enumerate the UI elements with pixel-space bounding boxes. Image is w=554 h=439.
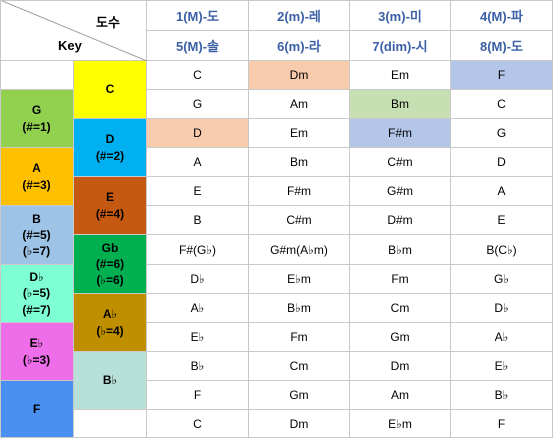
chord-cell: C (147, 61, 249, 90)
chord-cell: B(C♭) (451, 235, 553, 265)
header-degree: 3(m)-미 (350, 0, 451, 31)
key-cell: D♭ (♭=5) (#=7) (0, 265, 74, 323)
chord-cell: Em (350, 61, 451, 90)
chord-cell: Bm (350, 90, 451, 119)
header-degree: 5(M)-솔 (147, 31, 249, 61)
chord-cell: Cm (249, 352, 350, 381)
chord-cell: E♭ (451, 352, 553, 381)
chord-cell: D (147, 119, 249, 148)
chord-cell: B♭m (249, 294, 350, 323)
header-degree: 1(M)-도 (147, 0, 249, 31)
chord-cell: Am (350, 381, 451, 410)
key-cell: F (0, 381, 74, 438)
key-cell: A (#=3) (0, 148, 74, 206)
chord-cell: C#m (249, 206, 350, 235)
key-cell: D (#=2) (74, 119, 147, 177)
empty-cell (74, 410, 147, 438)
chord-cell: F (147, 381, 249, 410)
header-degree: 6(m)-라 (249, 31, 350, 61)
chord-cell: Am (249, 90, 350, 119)
chord-cell: C (451, 90, 553, 119)
chord-cell: F#m (350, 119, 451, 148)
chord-cell: E♭m (249, 265, 350, 294)
chord-cell: A (147, 148, 249, 177)
key-cell: G (#=1) (0, 90, 74, 148)
chord-cell: B♭ (451, 381, 553, 410)
chord-cell: A♭ (451, 323, 553, 352)
key-cell: B♭ (74, 352, 147, 410)
chord-cell: G (451, 119, 553, 148)
chord-cell: Dm (350, 352, 451, 381)
chord-cell: E♭ (147, 323, 249, 352)
key-cell: C (74, 61, 147, 119)
chord-cell: F (451, 61, 553, 90)
chord-cell: B♭ (147, 352, 249, 381)
chord-cell: E♭m (350, 410, 451, 438)
chord-cell: Cm (350, 294, 451, 323)
chord-cell: G♭ (451, 265, 553, 294)
header-degree: 2(m)-레 (249, 0, 350, 31)
chord-cell: B♭m (350, 235, 451, 265)
chord-cell: Bm (249, 148, 350, 177)
chord-cell: G#m(A♭m) (249, 235, 350, 265)
chord-cell: D (451, 148, 553, 177)
chord-cell: C#m (350, 148, 451, 177)
chord-cell: A♭ (147, 294, 249, 323)
chord-cell: C (147, 410, 249, 438)
chord-cell: Dm (249, 61, 350, 90)
key-cell: E♭ (♭=3) (0, 323, 74, 381)
empty-cell (0, 61, 74, 90)
chord-cell: Fm (249, 323, 350, 352)
chord-cell: Em (249, 119, 350, 148)
chord-cell: A (451, 177, 553, 206)
chord-cell: F#m (249, 177, 350, 206)
header-degree: 4(M)-파 (451, 0, 553, 31)
key-cell: E (#=4) (74, 177, 147, 235)
chord-cell: G#m (350, 177, 451, 206)
diagonal-line (0, 0, 147, 61)
key-cell: Gb (#=6) (♭=6) (74, 235, 147, 294)
chord-cell: F#(G♭) (147, 235, 249, 265)
corner-cell: 도수 Key (0, 0, 147, 61)
chord-cell: B (147, 206, 249, 235)
chord-cell: Fm (350, 265, 451, 294)
chord-cell: G (147, 90, 249, 119)
chord-cell: Dm (249, 410, 350, 438)
chord-cell: F (451, 410, 553, 438)
corner-top-label: 도수 (96, 15, 120, 30)
chord-cell: Gm (249, 381, 350, 410)
chord-cell: E (147, 177, 249, 206)
key-cell: A♭ (♭=4) (74, 294, 147, 352)
header-degree: 7(dim)-시 (350, 31, 451, 61)
key-cell: B (#=5) (♭=7) (0, 206, 74, 265)
header-degree: 8(M)-도 (451, 31, 553, 61)
chord-cell: Gm (350, 323, 451, 352)
chord-cell: D#m (350, 206, 451, 235)
chord-cell: E (451, 206, 553, 235)
chord-cell: D♭ (451, 294, 553, 323)
corner-left-label: Key (58, 38, 82, 53)
chord-cell: D♭ (147, 265, 249, 294)
